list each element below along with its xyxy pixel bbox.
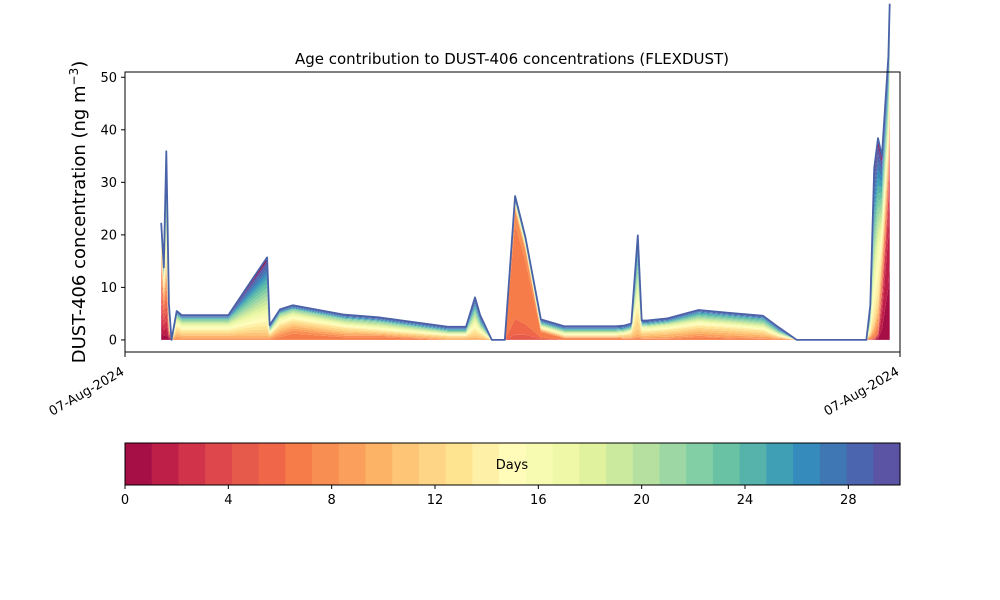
age-band-area	[161, 124, 890, 340]
chart-title: Age contribution to DUST-406 concentrati…	[295, 50, 729, 68]
colorbar-frame	[124, 442, 901, 486]
colorbar-cell	[766, 443, 794, 485]
colorbar-cell	[231, 443, 260, 485]
colorbar-cell	[525, 443, 554, 485]
y-axis-label: DUST-406 concentration (ng m−3)	[67, 61, 90, 364]
colorbar-cell	[285, 443, 313, 485]
y-axis-label-tail: )	[69, 61, 90, 68]
colorbar-cell	[418, 443, 447, 485]
colorbar-tick-label: 0	[121, 493, 129, 508]
colorbar-cell	[793, 443, 821, 485]
colorbar-tick-label: 4	[224, 493, 232, 508]
colorbar-tick-label: 20	[633, 493, 650, 508]
x-tick-label: 07-Aug-2024	[822, 364, 902, 419]
colorbar-cell	[632, 443, 661, 485]
colorbar-tick-label: 12	[427, 493, 444, 508]
colorbar-cell	[178, 443, 206, 485]
colorbar-cell	[392, 443, 420, 485]
colorbar-tick-label: 28	[840, 493, 857, 508]
colorbar-cell	[712, 443, 741, 485]
x-tick-label: 07-Aug-2024	[47, 364, 127, 419]
colorbar-label: Days	[496, 458, 529, 473]
colorbar-cell	[205, 443, 233, 485]
colorbar-cell	[819, 443, 848, 485]
colorbar-cells	[125, 443, 901, 485]
y-axis-ticks: 0 10 20 30 40 50	[100, 71, 125, 348]
colorbar-cell	[125, 443, 153, 485]
y-tick-label: 30	[100, 176, 117, 191]
plot-area	[124, 3, 901, 353]
x-axis-ticks: 07-Aug-2024 07-Aug-2024	[47, 352, 902, 420]
y-tick-label: 50	[100, 71, 117, 86]
stacked-areas	[161, 3, 890, 340]
y-tick-label: 20	[100, 228, 117, 243]
colorbar-cell	[338, 443, 367, 485]
y-axis-label-main: DUST-406 concentration (ng m	[69, 85, 90, 363]
colorbar: Days 0 4 8 12 16 20 24 28	[121, 442, 901, 508]
colorbar-tick-label: 8	[328, 493, 336, 508]
colorbar-cell	[686, 443, 714, 485]
y-tick-label: 0	[109, 333, 117, 348]
y-tick-label: 40	[100, 123, 117, 138]
total-concentration-line	[160, 3, 891, 341]
colorbar-cell	[499, 443, 527, 485]
colorbar-tick-label: 16	[530, 493, 547, 508]
colorbar-cell	[445, 443, 474, 485]
colorbar-cell	[739, 443, 767, 485]
colorbar-cell	[151, 443, 180, 485]
colorbar-cell	[365, 443, 393, 485]
colorbar-cell	[579, 443, 607, 485]
colorbar-tick-label: 24	[737, 493, 754, 508]
colorbar-ticks: 0 4 8 12 16 20 24 28	[121, 485, 857, 508]
y-tick-label: 10	[100, 281, 117, 296]
colorbar-cell	[258, 443, 286, 485]
colorbar-cell	[606, 443, 634, 485]
axes-frame	[124, 71, 901, 353]
colorbar-cell	[472, 443, 500, 485]
y-axis-label-sup: −3	[67, 68, 81, 86]
colorbar-cell	[846, 443, 874, 485]
colorbar-cell	[312, 443, 340, 485]
colorbar-cell	[873, 443, 901, 485]
colorbar-cell	[659, 443, 687, 485]
colorbar-cell	[552, 443, 580, 485]
